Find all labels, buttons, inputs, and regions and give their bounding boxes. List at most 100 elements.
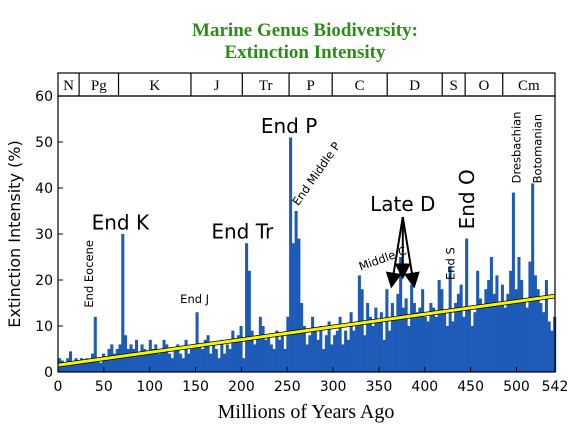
bar xyxy=(261,326,265,372)
period-label: P xyxy=(306,78,314,94)
x-tick-label: 100 xyxy=(136,379,163,395)
bar xyxy=(231,330,235,372)
bar xyxy=(157,353,161,372)
bar xyxy=(146,353,150,372)
x-tick-label: 350 xyxy=(366,379,393,395)
bar xyxy=(242,358,246,372)
bar xyxy=(137,353,141,372)
bar xyxy=(181,358,185,372)
y-tick-label: 20 xyxy=(35,273,53,289)
bar xyxy=(168,353,172,372)
bar xyxy=(404,298,408,372)
bar xyxy=(445,326,449,372)
bar xyxy=(250,330,254,372)
bar xyxy=(236,335,240,372)
bar xyxy=(313,330,317,372)
bar xyxy=(382,339,386,372)
bar xyxy=(192,344,196,372)
annotation-arrow xyxy=(401,216,420,289)
bar xyxy=(302,326,306,372)
bar xyxy=(82,362,86,372)
bar xyxy=(374,307,378,372)
bar xyxy=(544,280,548,372)
bar xyxy=(220,339,224,372)
bar xyxy=(283,349,287,372)
bar xyxy=(421,289,425,372)
bar xyxy=(143,349,147,372)
bar xyxy=(71,362,75,372)
y-tick-label: 60 xyxy=(35,89,53,105)
bar xyxy=(278,339,282,372)
bar xyxy=(366,303,370,372)
bar xyxy=(487,280,491,372)
bar xyxy=(253,344,257,372)
bar xyxy=(349,312,353,372)
bar xyxy=(520,280,524,372)
bar xyxy=(410,284,414,372)
bar xyxy=(467,307,471,372)
period-label: Tr xyxy=(259,78,273,94)
bar xyxy=(390,303,394,372)
bar xyxy=(503,307,507,372)
y-axis-label: Extinction Intensity (%) xyxy=(5,140,24,327)
bar xyxy=(379,312,383,372)
bar xyxy=(264,339,268,372)
bar xyxy=(316,339,320,372)
bar xyxy=(85,358,89,372)
y-tick-label: 40 xyxy=(35,181,53,197)
bar xyxy=(322,349,326,372)
bar xyxy=(115,349,119,372)
bar xyxy=(129,344,133,372)
bar xyxy=(212,344,216,372)
bar xyxy=(286,316,290,372)
x-tick-label: 200 xyxy=(228,379,255,395)
bar xyxy=(272,349,276,372)
bar xyxy=(269,344,273,372)
bar xyxy=(423,316,427,372)
bar xyxy=(280,335,284,372)
bar xyxy=(528,261,532,372)
bar xyxy=(170,358,174,372)
y-tick-label: 10 xyxy=(35,319,53,335)
bar xyxy=(401,307,405,372)
bar xyxy=(132,349,136,372)
bar xyxy=(492,293,496,372)
bar xyxy=(319,326,323,372)
bar xyxy=(294,211,298,372)
bar xyxy=(489,257,493,372)
x-tick-label: 450 xyxy=(457,379,484,395)
x-tick-label: 250 xyxy=(274,379,301,395)
bar xyxy=(214,349,218,372)
bar xyxy=(426,321,430,372)
bar xyxy=(324,335,328,372)
period-label: K xyxy=(149,78,160,94)
bar xyxy=(484,289,488,372)
bar xyxy=(470,326,474,372)
y-tick-label: 50 xyxy=(35,135,53,151)
bar xyxy=(275,330,279,372)
bar xyxy=(113,353,117,372)
period-label: D xyxy=(409,78,420,94)
bar xyxy=(536,289,540,372)
bar xyxy=(228,349,232,372)
x-axis-label: Millions of Years Ago xyxy=(218,401,395,423)
bar xyxy=(297,238,301,372)
bar xyxy=(247,270,251,372)
bar xyxy=(203,339,207,372)
bar xyxy=(517,257,521,372)
bar xyxy=(308,335,312,372)
bar xyxy=(245,243,249,372)
bar xyxy=(465,238,469,372)
bar xyxy=(91,353,95,372)
bar xyxy=(531,183,535,372)
x-axis: 0 50 100 150 200 250 300 350 400 450 500 542 xyxy=(54,367,568,395)
bar xyxy=(311,316,315,372)
x-tick-label: 300 xyxy=(320,379,347,395)
bar xyxy=(440,289,444,372)
bar xyxy=(102,353,106,372)
bar xyxy=(140,344,144,372)
bar xyxy=(173,349,177,372)
bar xyxy=(506,293,510,372)
bar xyxy=(88,360,92,372)
